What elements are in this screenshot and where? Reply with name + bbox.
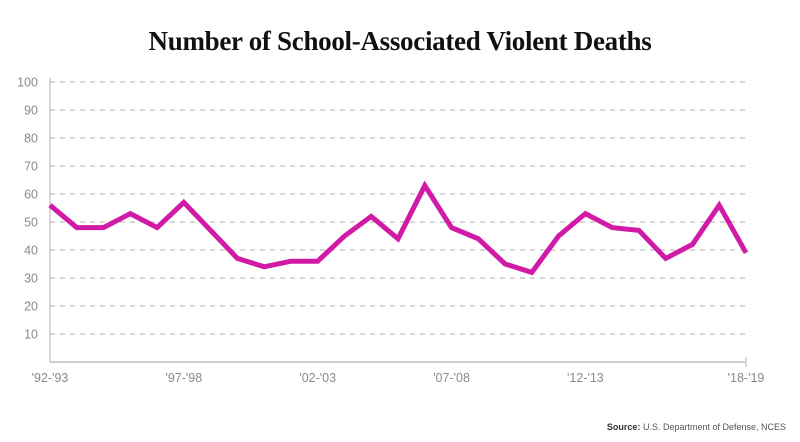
- data-point-17: [503, 262, 507, 266]
- data-point-18: [530, 270, 534, 274]
- data-point-8: [262, 265, 266, 269]
- x-tick-label-0: '92-'93: [32, 371, 69, 385]
- data-point-20: [583, 212, 587, 216]
- x-tick-label-3: '07-'08: [433, 371, 470, 385]
- grid-lines: [49, 78, 747, 367]
- data-point-2: [102, 226, 106, 230]
- data-point-6: [209, 228, 213, 232]
- data-point-14: [423, 184, 427, 188]
- data-point-4: [155, 226, 159, 230]
- data-point-23: [664, 256, 668, 260]
- data-point-16: [476, 237, 480, 241]
- x-tick-label-4: '12-'13: [567, 371, 604, 385]
- y-tick-label-50: 50: [24, 216, 38, 230]
- data-point-9: [289, 259, 293, 263]
- data-point-5: [182, 200, 186, 204]
- x-tick-label-2: '02-'03: [299, 371, 336, 385]
- data-point-1: [75, 226, 79, 230]
- x-tick-label-1: '97-'98: [165, 371, 202, 385]
- data-point-7: [235, 256, 239, 260]
- data-point-0: [48, 203, 52, 207]
- x-axis-ticks: '92-'93 '97-'98 '02-'03 '07-'08 '12-'13 '18-'…: [32, 371, 765, 385]
- y-tick-label-80: 80: [24, 132, 38, 146]
- data-point-13: [396, 237, 400, 241]
- y-tick-label-70: 70: [24, 160, 38, 174]
- chart-title: Number of School-Associated Violent Deat…: [148, 26, 652, 56]
- y-tick-label-100: 100: [17, 76, 38, 90]
- source-text: U.S. Department of Defense, NCES: [640, 422, 786, 432]
- y-tick-label-60: 60: [24, 188, 38, 202]
- data-point-19: [557, 234, 561, 238]
- y-tick-label-90: 90: [24, 104, 38, 118]
- data-point-10: [316, 259, 320, 263]
- data-point-21: [610, 226, 614, 230]
- data-point-22: [637, 228, 641, 232]
- y-tick-label-10: 10: [24, 328, 38, 342]
- y-axis-ticks: 10 20 30 40 50 60 70 80 90 100: [17, 76, 38, 342]
- y-tick-label-40: 40: [24, 244, 38, 258]
- data-point-12: [369, 214, 373, 218]
- data-point-11: [342, 234, 346, 238]
- data-point-25: [717, 203, 721, 207]
- data-point-15: [450, 226, 454, 230]
- y-tick-label-20: 20: [24, 300, 38, 314]
- data-point-26: [744, 251, 748, 255]
- y-tick-label-30: 30: [24, 272, 38, 286]
- data-point-24: [690, 242, 694, 246]
- source-note: Source: U.S. Department of Defense, NCES: [607, 422, 786, 432]
- data-point-3: [128, 212, 132, 216]
- series-line: [48, 180, 749, 276]
- source-label: Source:: [606, 422, 641, 432]
- series-layer: [48, 180, 749, 276]
- x-tick-label-5: '18-'19: [728, 371, 765, 385]
